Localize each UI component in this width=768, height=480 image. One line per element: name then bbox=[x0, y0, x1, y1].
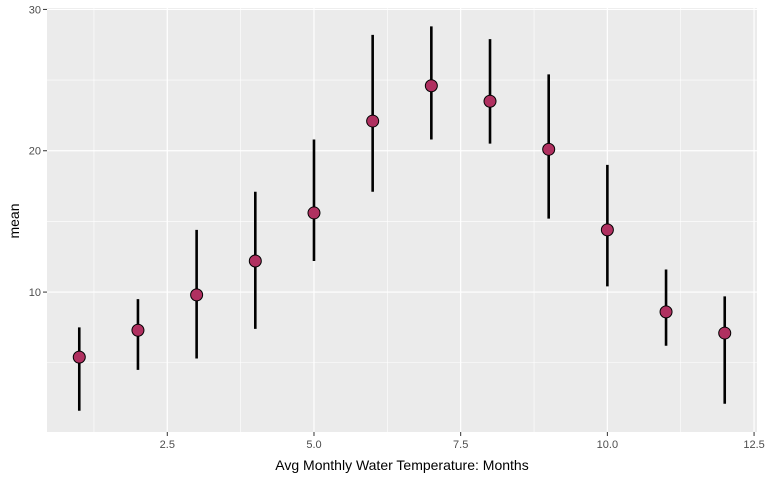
data-point bbox=[718, 326, 732, 340]
data-point bbox=[600, 223, 614, 237]
data-point bbox=[424, 79, 438, 93]
data-point bbox=[659, 305, 673, 319]
data-point bbox=[190, 288, 204, 302]
panel-background bbox=[47, 8, 757, 432]
y-axis-ticks: 10 20 30 bbox=[29, 4, 47, 299]
data-point bbox=[542, 142, 556, 156]
x-tick-label: 10.0 bbox=[597, 439, 618, 451]
data-point bbox=[366, 114, 380, 128]
data-point bbox=[131, 323, 145, 337]
y-tick-label: 20 bbox=[29, 146, 41, 158]
y-tick-label: 30 bbox=[29, 4, 41, 16]
x-tick-label: 12.5 bbox=[743, 439, 764, 451]
data-point bbox=[307, 206, 321, 220]
y-tick-label: 10 bbox=[29, 287, 41, 299]
y-axis-title: mean bbox=[6, 203, 22, 238]
x-tick-label: 2.5 bbox=[160, 439, 175, 451]
x-tick-label: 5.0 bbox=[306, 439, 321, 451]
data-point bbox=[248, 254, 262, 268]
grid-lines bbox=[47, 8, 757, 432]
data-point bbox=[483, 94, 497, 108]
data-points bbox=[72, 79, 732, 364]
x-axis-title: Avg Monthly Water Temperature: Months bbox=[275, 457, 528, 473]
plot-panel bbox=[47, 8, 757, 432]
x-tick-label: 7.5 bbox=[453, 439, 468, 451]
data-point bbox=[72, 350, 86, 364]
x-axis-ticks: 2.5 5.0 7.5 10.0 12.5 bbox=[160, 432, 765, 451]
